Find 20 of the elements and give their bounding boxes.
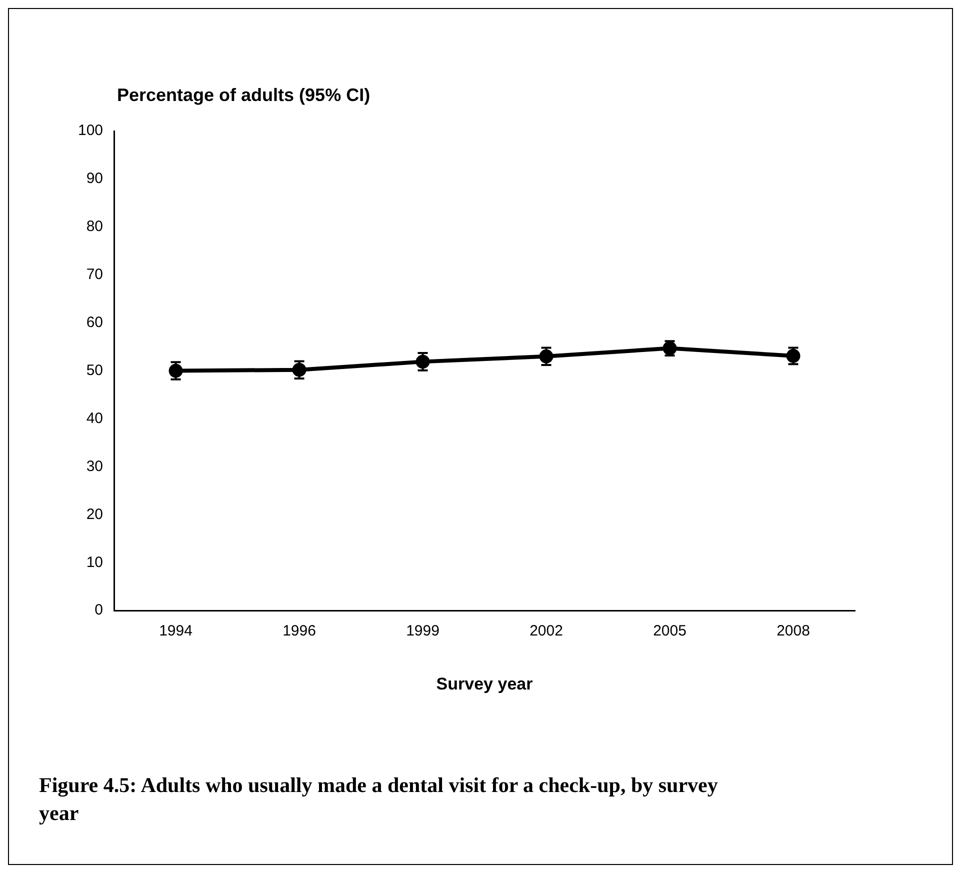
y-tick-label: 30 <box>86 458 104 475</box>
x-tick-label: 2008 <box>776 622 810 640</box>
y-tick-label: 90 <box>86 170 104 188</box>
y-tick-label: 0 <box>94 602 104 619</box>
x-tick-label: 1996 <box>282 622 316 640</box>
x-tick-label: 2002 <box>530 622 563 640</box>
x-tick-label: 2005 <box>653 622 686 640</box>
y-tick-label: 20 <box>86 506 104 523</box>
y-tick-label: 60 <box>86 314 104 331</box>
y-tick-label: 50 <box>86 362 104 379</box>
x-tick-label: 1994 <box>159 622 192 640</box>
x-tick-label: 1999 <box>406 622 440 640</box>
y-tick-label: 100 <box>78 122 104 140</box>
caption: Figure 4.5: Adults who usually made a dental visit for a check-up, by survey year <box>39 772 719 827</box>
y-tick-label: 40 <box>86 410 104 427</box>
x-axis-title: Survey year <box>436 674 534 694</box>
y-axis-title: Percentage of adults (95% CI) <box>117 85 370 106</box>
y-tick-label: 70 <box>86 266 104 284</box>
y-tick-label: 10 <box>86 554 104 571</box>
y-tick-label: 80 <box>86 218 104 236</box>
